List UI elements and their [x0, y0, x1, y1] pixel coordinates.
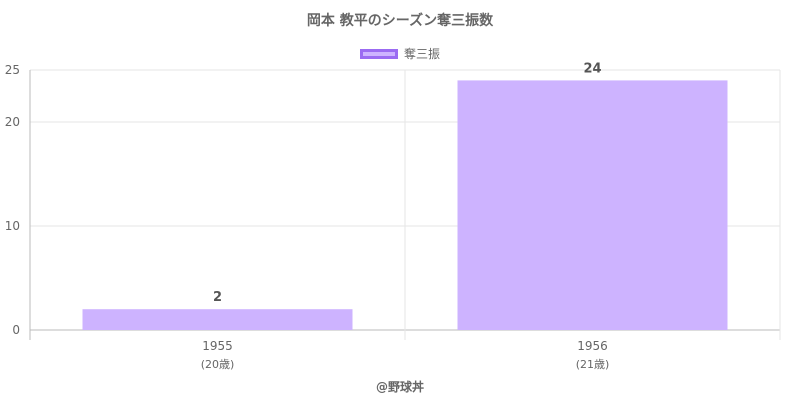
- bar: [82, 309, 353, 330]
- x-tick-label: 1955: [202, 339, 233, 353]
- data-label: 24: [583, 61, 601, 76]
- x-tick-label: 1956: [577, 339, 608, 353]
- legend[interactable]: 奪三振: [0, 45, 800, 62]
- y-tick-label: 0: [12, 323, 20, 337]
- y-tick-label: 20: [5, 115, 20, 129]
- legend-swatch: [359, 48, 398, 59]
- data-label: 2: [213, 290, 222, 305]
- bar: [457, 80, 728, 331]
- x-tick-sublabel: (20歳): [201, 358, 235, 371]
- credit-text: @野球丼: [375, 380, 424, 394]
- legend-label: 奪三振: [403, 47, 440, 61]
- x-tick-sublabel: (21歳): [576, 358, 610, 371]
- chart-title: 岡本 教平のシーズン奪三振数: [306, 13, 494, 29]
- y-tick-label: 25: [5, 63, 20, 77]
- y-tick-label: 10: [5, 219, 20, 233]
